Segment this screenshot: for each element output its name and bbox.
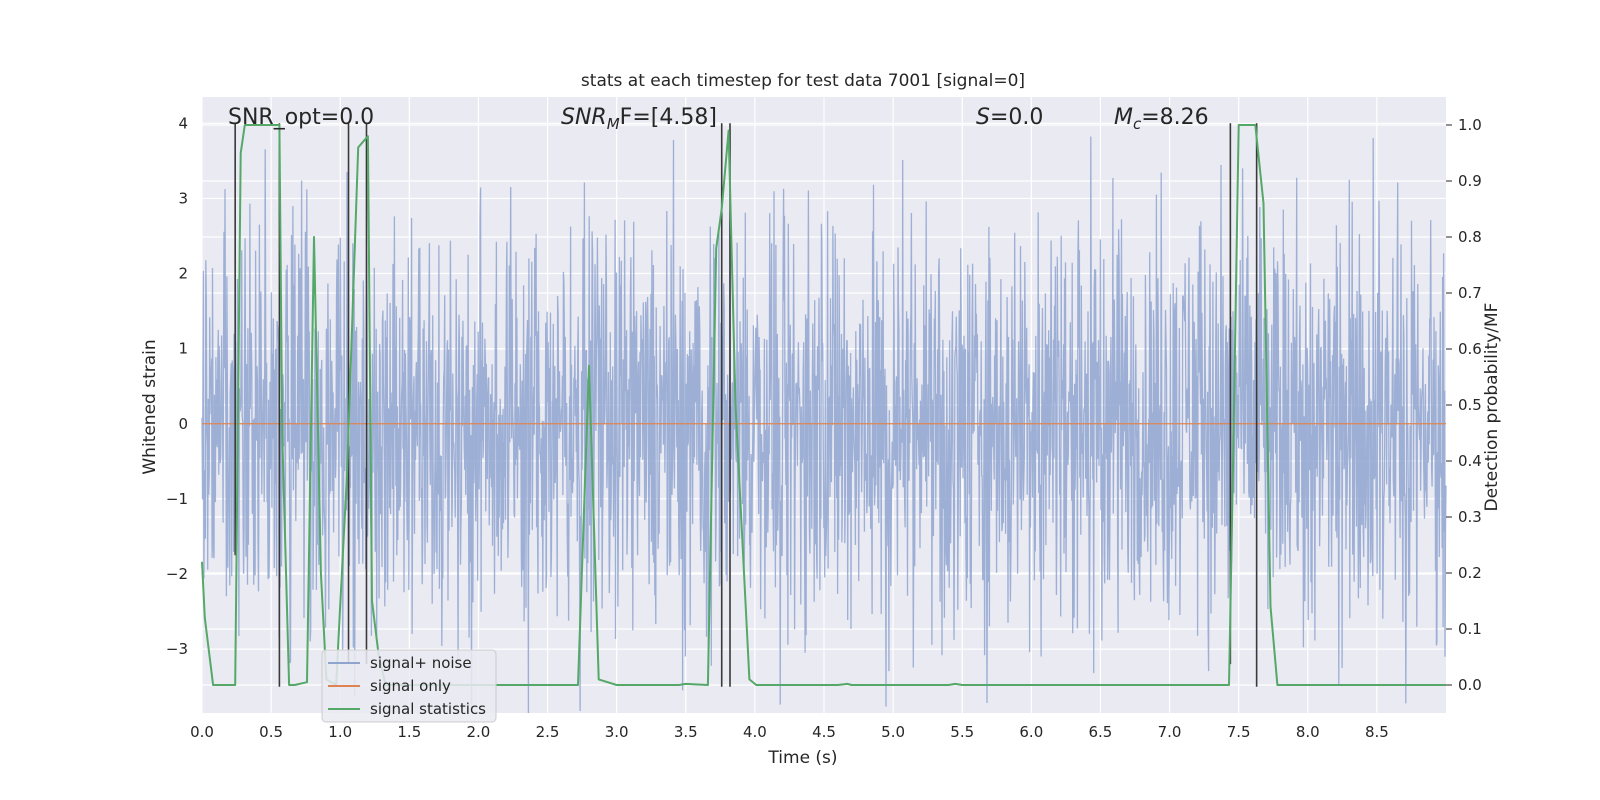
x-tick-label: 6.0 bbox=[1019, 723, 1043, 741]
right-y-tick-label: 0.2 bbox=[1458, 564, 1482, 582]
x-axis-label: Time (s) bbox=[767, 748, 837, 768]
x-tick-label: 3.5 bbox=[674, 723, 698, 741]
mc-value: =8.26 bbox=[1141, 105, 1208, 130]
s-annotation: S=0.0 bbox=[976, 105, 1043, 130]
axis-ticks: 0.0 0.5 1.0 1.5 2.0 2.5 3.0 3.5 4.0 4.5 5.0 5.5 6.0 6… bbox=[166, 114, 1482, 741]
x-tick-label: 6.5 bbox=[1089, 723, 1113, 741]
snr-mf-value: F=[4.58] bbox=[620, 105, 717, 130]
mc-subscript: c bbox=[1133, 115, 1142, 133]
x-tick-label: 8.5 bbox=[1365, 723, 1389, 741]
x-tick-label: 4.5 bbox=[812, 723, 836, 741]
left-y-tick-label: −1 bbox=[166, 490, 188, 508]
left-y-tick-label: −2 bbox=[166, 565, 188, 583]
right-y-tick-label: 0.9 bbox=[1458, 172, 1482, 190]
x-tick-label: 4.0 bbox=[743, 723, 767, 741]
mc-annotation: Mc=8.26 bbox=[1114, 105, 1209, 133]
left-y-tick-label: 0 bbox=[178, 415, 188, 433]
s-symbol: S bbox=[976, 105, 990, 130]
signal-statistics-series bbox=[201, 124, 1446, 686]
right-y-tick-label: 0.0 bbox=[1458, 676, 1482, 694]
snr-mf-subscript: M bbox=[607, 115, 620, 133]
right-y-tick-label: 0.8 bbox=[1458, 228, 1482, 246]
legend-label-noise: signal+ noise bbox=[370, 654, 472, 672]
x-tick-label: 5.5 bbox=[950, 723, 974, 741]
left-y-axis-label: Whitened strain bbox=[140, 339, 160, 474]
right-y-tick-label: 0.7 bbox=[1458, 284, 1482, 302]
x-tick-label: 1.0 bbox=[328, 723, 352, 741]
right-y-tick-label: 0.5 bbox=[1458, 396, 1482, 414]
x-tick-label: 0.0 bbox=[190, 723, 214, 741]
snr-mf-annotation: SNRMF=[4.58] bbox=[561, 105, 717, 133]
snr-mf-symbol: SNR bbox=[561, 105, 607, 130]
x-tick-label: 8.0 bbox=[1296, 723, 1320, 741]
snr-opt-annotation: SNR_opt=0.0 bbox=[228, 105, 374, 130]
legend-box bbox=[321, 649, 497, 723]
signal-noise-series bbox=[201, 136, 1447, 714]
left-y-tick-label: 3 bbox=[178, 189, 188, 207]
right-y-tick-label: 0.6 bbox=[1458, 340, 1482, 358]
left-y-tick-label: 4 bbox=[178, 114, 188, 132]
s-value: =0.0 bbox=[990, 105, 1043, 130]
mc-symbol: M bbox=[1114, 105, 1133, 130]
right-y-tick-label: 0.3 bbox=[1458, 508, 1482, 526]
x-tick-label: 3.0 bbox=[605, 723, 629, 741]
right-y-tick-label: 1.0 bbox=[1458, 116, 1482, 134]
left-y-tick-label: −3 bbox=[166, 640, 188, 658]
left-y-tick-label: 1 bbox=[178, 340, 188, 358]
legend-label-signal-only: signal only bbox=[370, 677, 451, 695]
right-y-tick-label: 0.1 bbox=[1458, 620, 1482, 638]
right-y-tick-label: 0.4 bbox=[1458, 452, 1482, 470]
x-tick-label: 0.5 bbox=[259, 723, 283, 741]
statistics-line bbox=[201, 124, 1446, 686]
left-y-tick-label: 2 bbox=[178, 265, 188, 283]
legend-label-statistics: signal statistics bbox=[370, 700, 486, 718]
vertical-markers bbox=[234, 123, 1258, 687]
x-tick-label: 5.0 bbox=[881, 723, 905, 741]
x-tick-label: 1.5 bbox=[397, 723, 421, 741]
noise-trace bbox=[201, 136, 1447, 714]
right-y-axis-label: Detection probability/MF bbox=[1482, 303, 1502, 512]
chart-title: stats at each timestep for test data 700… bbox=[581, 71, 1025, 91]
x-tick-label: 7.5 bbox=[1227, 723, 1251, 741]
legend: signal+ noise signal only signal statist… bbox=[321, 649, 497, 723]
x-tick-label: 7.0 bbox=[1158, 723, 1182, 741]
x-tick-label: 2.0 bbox=[467, 723, 491, 741]
x-tick-label: 2.5 bbox=[536, 723, 560, 741]
